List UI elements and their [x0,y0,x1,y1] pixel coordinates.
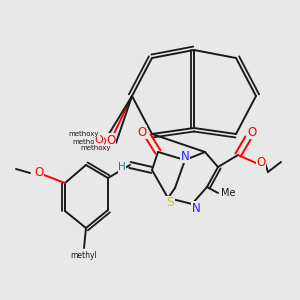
Text: O: O [34,167,43,179]
Text: O: O [137,125,147,139]
Text: O: O [106,134,116,146]
Text: N: N [181,149,189,163]
Text: methoxy: methoxy [81,145,111,151]
Text: methoxy: methoxy [73,139,103,145]
Text: O: O [248,125,256,139]
Text: S: S [166,196,174,209]
Text: methyl: methyl [70,251,98,260]
Text: O: O [256,157,266,169]
Text: methoxy: methoxy [69,131,99,137]
Text: N: N [192,202,200,214]
Text: O: O [98,137,106,147]
Text: O: O [94,135,103,145]
Text: H: H [118,162,126,172]
Text: Me: Me [221,188,235,198]
